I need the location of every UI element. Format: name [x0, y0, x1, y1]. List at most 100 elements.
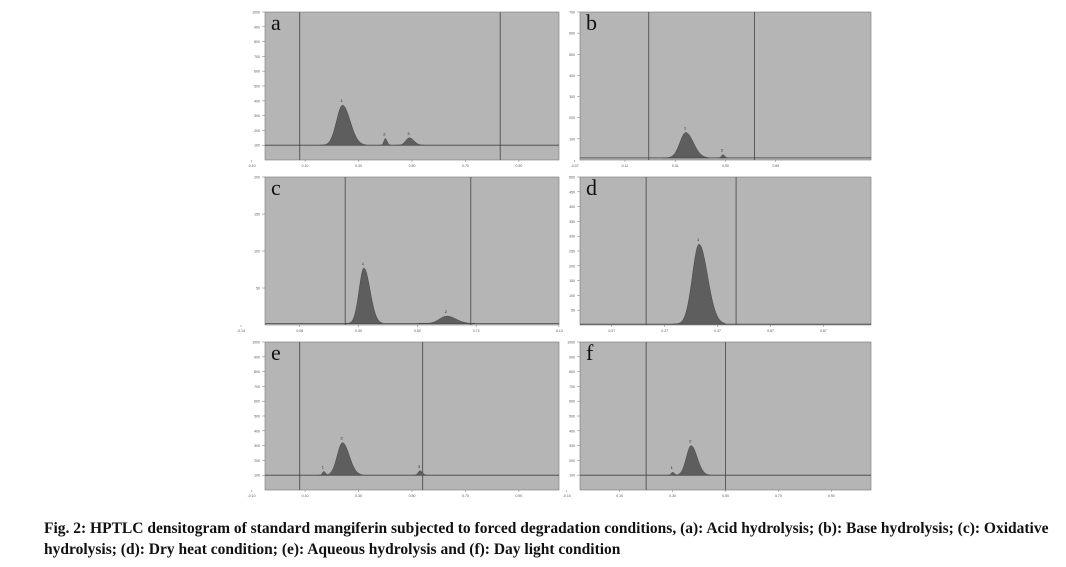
y-tick-label: 900 [254, 355, 260, 359]
x-tick-label: 0.87 [820, 329, 827, 333]
x-tick-label: 0.50 [722, 494, 729, 498]
y-tick-label: 300 [254, 114, 260, 118]
y-tick-label: 1000 [567, 341, 575, 345]
panel-e: 100 200 300 400 500 600 700 800 900 1000 -0.10 0.10… [248, 340, 560, 498]
y-tick-label: 800 [254, 40, 260, 44]
x-tick-label: 0.70 [775, 494, 782, 498]
y-tick-label: 700 [569, 11, 575, 15]
y-tick-label: 500 [254, 85, 260, 89]
y-tick-label: 500 [569, 176, 575, 180]
y-tick-label: 900 [254, 25, 260, 29]
x-tick-label: 0.52 [414, 329, 421, 333]
y-tick-label: 400 [569, 429, 575, 433]
y-tick-label: 450 [569, 190, 575, 194]
y-tick-label: 600 [254, 70, 260, 74]
x-tick-label: 0.50 [409, 164, 416, 168]
figure-caption: Fig. 2: HPTLC densitogram of standard ma… [44, 520, 1049, 558]
peak-label: 1 [362, 261, 365, 266]
peak-label: 2 [689, 439, 692, 444]
x-tick-label: -0.07 [571, 164, 579, 168]
peak-1 [672, 243, 726, 325]
y-tick-label: 100 [254, 250, 260, 254]
x-tick-label: 0.30 [355, 494, 362, 498]
x-tick-label: -0.10 [248, 494, 256, 498]
y-tick-label: 500 [569, 53, 575, 57]
peak-label: 1 [322, 465, 325, 470]
x-tick-label: 0.10 [302, 164, 309, 168]
x-tick-label: 0.27 [661, 329, 668, 333]
peak-label: 1 [341, 98, 344, 103]
peak-label: 3 [407, 131, 410, 136]
x-tick-label: 0.90 [516, 164, 523, 168]
y-tick-label: 700 [254, 55, 260, 59]
y-tick-label: 150 [569, 279, 575, 283]
x-tick-label: 0.70 [462, 494, 469, 498]
plot-area [264, 11, 560, 161]
panel-letter: a [271, 10, 281, 35]
panel-a: 100 200 300 400 500 600 700 800 900 1000 -0.10 0.10… [248, 10, 560, 168]
panel-d: 50 100 150 200 250 300 350 400 450 500 -0.13 0.07 0.… [555, 175, 872, 333]
y-tick-label: 800 [569, 370, 575, 374]
peak-1 [344, 267, 383, 324]
y-tick-label: 200 [569, 459, 575, 463]
y-tick-label: 250 [569, 250, 575, 254]
x-tick-label: 0.12 [622, 164, 629, 168]
y-tick-label: 300 [569, 444, 575, 448]
peak-3 [395, 137, 424, 146]
y-tick-label: 50 [256, 287, 260, 291]
y-tick-label: 400 [254, 99, 260, 103]
x-tick-label: 0.90 [516, 494, 523, 498]
x-tick-label: 0.31 [672, 164, 679, 168]
y-tick-label: 150 [254, 213, 260, 217]
y-tick-label: 1000 [252, 11, 260, 15]
y-tick-label: 1000 [252, 341, 260, 345]
x-tick-label: -0.10 [248, 164, 256, 168]
plot-area [264, 341, 560, 491]
x-tick-label: 0.47 [714, 329, 721, 333]
peak-1 [318, 105, 367, 146]
x-tick-label: 0.10 [616, 494, 623, 498]
y-tick-label: 700 [569, 385, 575, 389]
peak-label: 2 [445, 309, 448, 314]
peak-2 [717, 154, 729, 159]
plot-area [579, 11, 872, 161]
peak-2 [321, 442, 364, 476]
peak-label: 3 [418, 464, 421, 469]
peak-2 [418, 315, 476, 324]
x-tick-label: 0.67 [767, 329, 774, 333]
x-tick-label: 0.74 [473, 329, 480, 333]
y-tick-label: 400 [569, 205, 575, 209]
y-tick-label: 350 [569, 220, 575, 224]
x-tick-label: 0.30 [355, 329, 362, 333]
x-tick-label: 0.90 [828, 494, 835, 498]
y-tick-label: 100 [254, 474, 260, 478]
y-tick-label: 300 [254, 444, 260, 448]
x-tick-label: 0.10 [302, 494, 309, 498]
y-tick-label: 600 [569, 32, 575, 36]
y-tick-label: 200 [569, 116, 575, 120]
y-tick-label: 600 [569, 400, 575, 404]
x-tick-label: 0.70 [462, 164, 469, 168]
peak-label: 2 [383, 132, 386, 137]
y-tick-label: 700 [254, 385, 260, 389]
x-tick-label: -0.14 [237, 329, 245, 333]
y-tick-label: 200 [569, 264, 575, 268]
panel-letter: f [586, 340, 594, 365]
x-tick-label: 0.08 [296, 329, 303, 333]
panel-c: 50 100 150 200 -0.14 0.08 0.30 0.52 0.74 1 2 c [237, 175, 560, 333]
y-tick-label: 100 [569, 474, 575, 478]
y-tick-label: 300 [569, 95, 575, 99]
panel-letter: d [586, 175, 597, 200]
y-tick-label: 200 [254, 459, 260, 463]
peak-3 [412, 470, 428, 476]
y-tick-label: 500 [569, 415, 575, 419]
y-tick-label: 600 [254, 400, 260, 404]
peak-label: 1 [684, 126, 687, 131]
panel-letter: b [586, 10, 597, 35]
x-tick-label: -0.10 [563, 494, 571, 498]
peak-1 [662, 132, 710, 159]
y-tick-label: 800 [254, 370, 260, 374]
y-tick-label: 300 [569, 235, 575, 239]
panel-b: 100 200 300 400 500 600 700 -0.07 0.12 0.31 0.50 0.… [569, 10, 872, 168]
